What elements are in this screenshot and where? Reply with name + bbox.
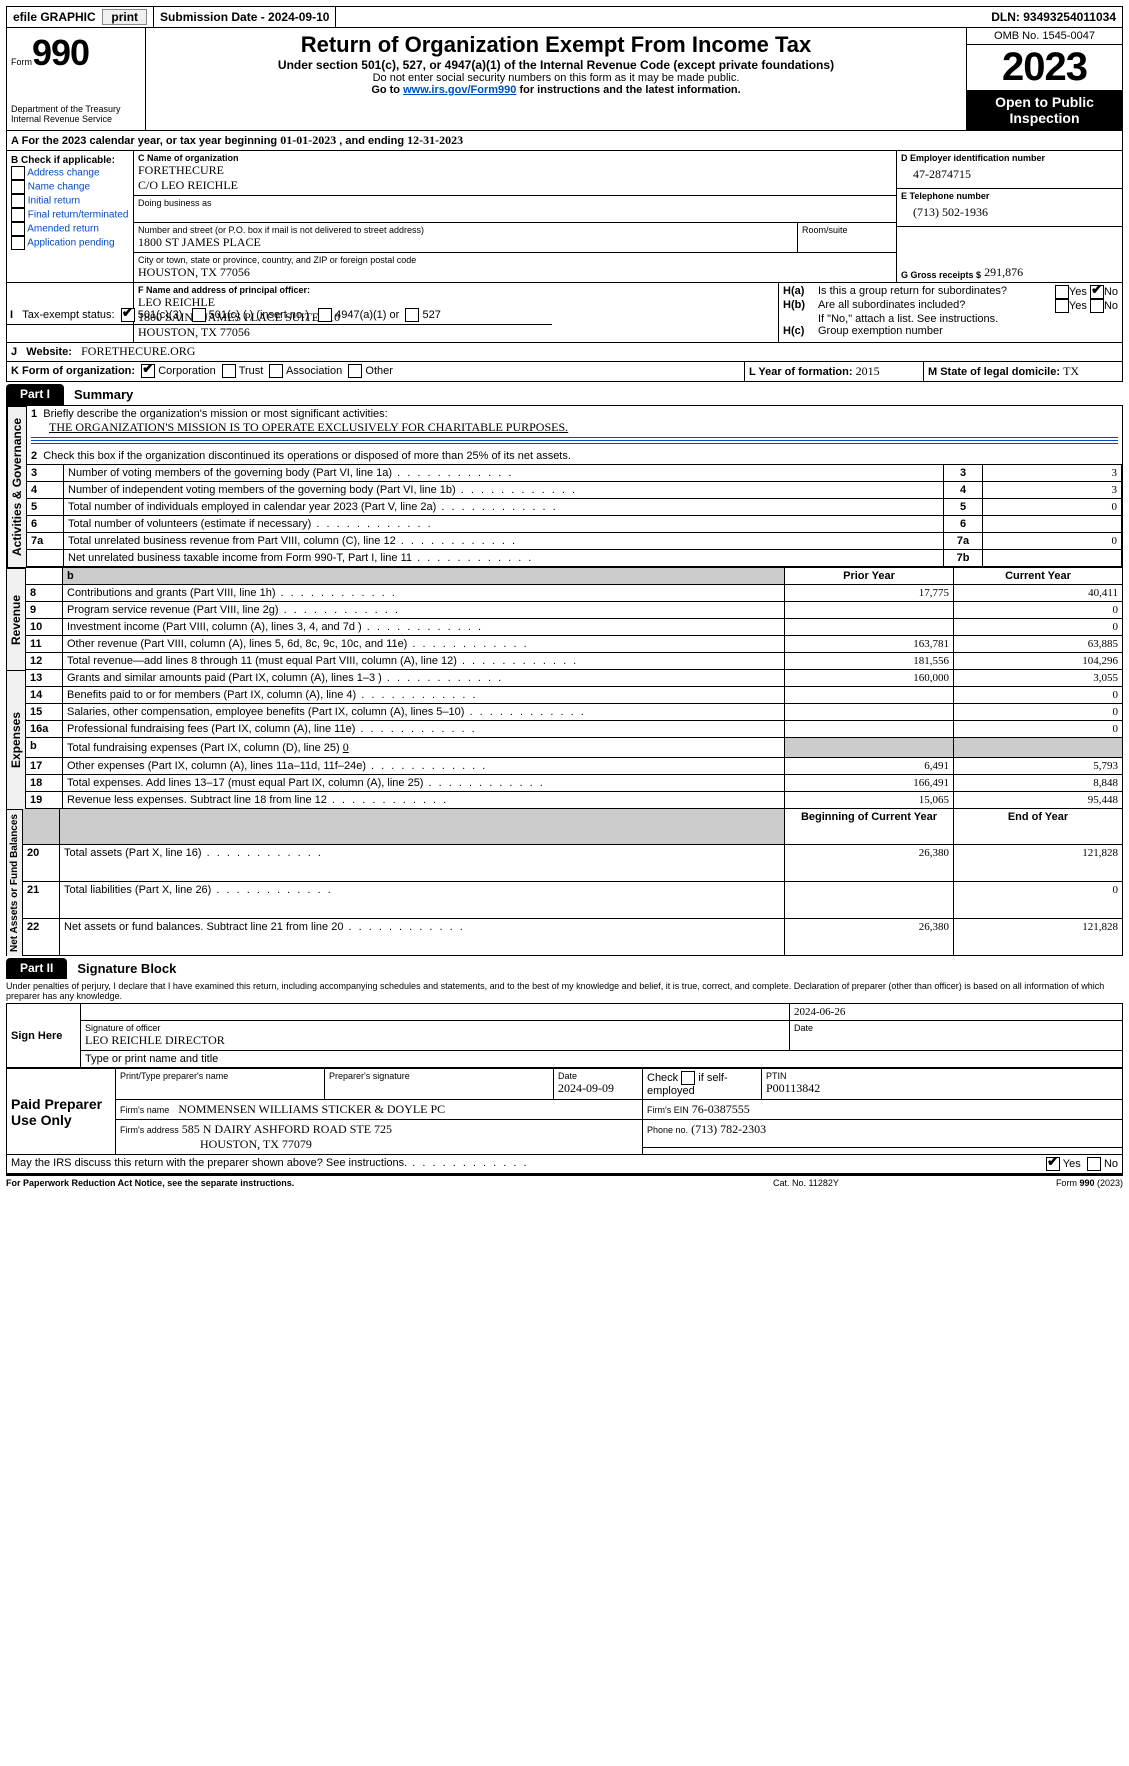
gov-table: 3Number of voting members of the governi…	[27, 464, 1122, 567]
discuss-no[interactable]	[1087, 1157, 1101, 1171]
chk-address[interactable]	[11, 166, 25, 180]
revenue-section: Revenue bPrior YearCurrent Year 8Contrib…	[6, 568, 1123, 670]
side-expenses: Expenses	[6, 670, 26, 809]
expenses-table: 13Grants and similar amounts paid (Part …	[26, 670, 1123, 809]
ein: 47-2874715	[901, 163, 1118, 186]
part1-body: Activities & Governance 1 Briefly descri…	[6, 405, 1123, 568]
submission-date: Submission Date - 2024-09-10	[154, 7, 336, 27]
sign-here-block: Sign Here 2024-06-26 Signature of office…	[6, 1003, 1123, 1068]
hb-yes[interactable]	[1055, 299, 1069, 313]
netassets-section: Net Assets or Fund Balances Beginning of…	[6, 809, 1123, 956]
form-subtitle: Under section 501(c), 527, or 4947(a)(1)…	[156, 58, 956, 72]
dln: DLN: 93493254011034	[985, 7, 1122, 27]
chk-501c[interactable]	[192, 308, 206, 322]
box-i: I Tax-exempt status: 501(c)(3) 501(c) ( …	[6, 306, 552, 325]
hb-no[interactable]	[1090, 299, 1104, 313]
expenses-section: Expenses 13Grants and similar amounts pa…	[6, 670, 1123, 809]
revenue-table: bPrior YearCurrent Year 8Contributions a…	[26, 568, 1123, 670]
chk-assoc[interactable]	[269, 364, 283, 378]
chk-corp[interactable]	[141, 364, 155, 378]
chk-name[interactable]	[11, 180, 25, 194]
part1-header: Part I Summary	[6, 384, 1123, 405]
chk-final[interactable]	[11, 208, 25, 222]
chk-4947[interactable]	[318, 308, 332, 322]
box-j: J Website: FORETHECURE.ORG	[6, 342, 1123, 362]
efile-label: efile GRAPHIC print	[7, 7, 154, 27]
block-bg: B Check if applicable: Address change Na…	[6, 151, 1123, 283]
irs-link[interactable]: www.irs.gov/Form990	[403, 84, 516, 96]
ssn-warning: Do not enter social security numbers on …	[156, 72, 956, 84]
dept-treasury: Department of the Treasury Internal Reve…	[11, 104, 141, 124]
box-klm: K Form of organization: Corporation Trus…	[6, 362, 1123, 382]
goto-line: Go to www.irs.gov/Form990 for instructio…	[156, 84, 956, 96]
form-number: 990	[32, 32, 89, 73]
open-inspection: Open to Public Inspection	[967, 90, 1122, 130]
paid-preparer-block: Paid Preparer Use Only Print/Type prepar…	[6, 1068, 1123, 1155]
box-b: B Check if applicable: Address change Na…	[7, 151, 134, 282]
line-a: A For the 2023 calendar year, or tax yea…	[6, 131, 1123, 151]
form-word: Form	[11, 57, 32, 67]
form-header: Form990 Department of the Treasury Inter…	[6, 28, 1123, 131]
website: FORETHECURE.ORG	[81, 344, 195, 358]
discuss-yes[interactable]	[1046, 1157, 1060, 1171]
perjury-declaration: Under penalties of perjury, I declare th…	[6, 979, 1123, 1003]
mission: THE ORGANIZATION'S MISSION IS TO OPERATE…	[31, 420, 1118, 435]
print-button[interactable]: print	[102, 9, 147, 25]
box-deg: D Employer identification number 47-2874…	[896, 151, 1122, 282]
side-governance: Activities & Governance	[7, 406, 27, 567]
discuss-row: May the IRS discuss this return with the…	[6, 1155, 1123, 1174]
chk-other[interactable]	[348, 364, 362, 378]
top-bar: efile GRAPHIC print Submission Date - 20…	[6, 6, 1123, 28]
ha-no[interactable]	[1090, 285, 1104, 299]
tax-year: 2023	[967, 45, 1122, 90]
chk-initial[interactable]	[11, 194, 25, 208]
form-title: Return of Organization Exempt From Incom…	[156, 32, 956, 58]
chk-amended[interactable]	[11, 222, 25, 236]
box-c: C Name of organization FORETHECURE C/O L…	[134, 151, 896, 282]
side-netassets: Net Assets or Fund Balances	[6, 809, 23, 956]
phone: (713) 502-1936	[901, 201, 1118, 224]
footer: For Paperwork Reduction Act Notice, see …	[6, 1174, 1123, 1188]
chk-pending[interactable]	[11, 236, 25, 250]
part2-header: Part II Signature Block	[6, 958, 1123, 979]
gross-receipts: 291,876	[984, 265, 1023, 280]
ha-yes[interactable]	[1055, 285, 1069, 299]
side-revenue: Revenue	[6, 568, 26, 670]
chk-self-employed[interactable]	[681, 1071, 695, 1085]
box-h: H(a)Is this a group return for subordina…	[778, 283, 1122, 342]
chk-501c3[interactable]	[121, 308, 135, 322]
chk-527[interactable]	[405, 308, 419, 322]
omb-number: OMB No. 1545-0047	[967, 28, 1122, 45]
chk-trust[interactable]	[222, 364, 236, 378]
netassets-table: Beginning of Current YearEnd of Year 20T…	[23, 809, 1123, 956]
